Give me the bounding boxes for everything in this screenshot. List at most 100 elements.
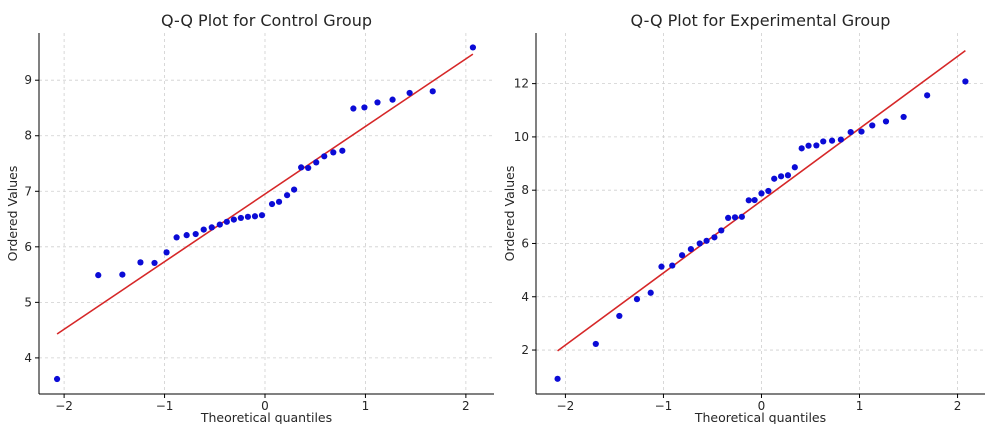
chart-1-point-30	[361, 104, 368, 111]
chart-1-point-20	[275, 198, 283, 205]
chart-1-point-18	[258, 212, 266, 219]
chart-1-point-2	[95, 272, 102, 279]
chart-1-point-7	[173, 234, 180, 241]
chart-1-x-axis-title: Theoretical quantiles	[200, 410, 332, 424]
chart-2-point-6	[658, 263, 665, 270]
chart-1-fit-line	[56, 53, 474, 335]
chart-2-point-15	[731, 214, 739, 221]
chart-2-point-27	[813, 142, 820, 149]
chart-1-y-tick-label-1: 4	[24, 351, 32, 365]
chart-2-point-23	[784, 172, 792, 179]
chart-1-title: Q-Q Plot for Control Group	[161, 11, 372, 30]
chart-2-y-tick-label-1: 2	[521, 343, 529, 357]
chart-1-point-12	[216, 221, 223, 228]
chart-2-point-32	[858, 128, 865, 135]
chart-2-x-tick-label-3: 0	[758, 399, 766, 413]
chart-2-point-17	[745, 197, 752, 204]
chart-2-point-34	[882, 118, 890, 125]
chart-2-point-8	[678, 252, 686, 259]
chart-1-point-29	[350, 105, 357, 112]
chart-1-x-tick-label-5: 2	[462, 399, 470, 413]
chart-1-point-34	[429, 88, 436, 95]
chart-2-point-18	[751, 196, 758, 204]
chart-1-point-16	[244, 213, 252, 220]
chart-2-point-33	[869, 122, 876, 129]
chart-2-point-5	[647, 289, 654, 296]
chart-2-y-axis-title: Ordered Values	[502, 166, 517, 262]
chart-2-point-13	[718, 227, 725, 234]
chart-1-point-5	[151, 259, 158, 267]
chart-1-point-35	[469, 44, 477, 51]
chart-1-point-15	[237, 214, 244, 222]
chart-2-point-25	[798, 145, 805, 152]
chart-2-y-tick-label-2: 4	[521, 290, 529, 304]
chart-1-y-tick-label-4: 7	[24, 184, 32, 198]
chart-1-point-6	[163, 249, 170, 256]
chart-2-point-9	[687, 245, 694, 253]
chart-2-x-axis-title: Theoretical quantiles	[694, 410, 826, 424]
chart-2-point-20	[765, 187, 772, 195]
chart-2-fit-line	[557, 49, 966, 352]
chart-2-point-10	[696, 240, 703, 247]
chart-1-y-tick-label-6: 9	[24, 73, 32, 87]
chart-2-point-2	[592, 340, 599, 348]
chart-1-point-11	[208, 224, 215, 231]
chart-2-point-7	[669, 262, 676, 269]
chart-2-x-tick-label-5: 2	[954, 399, 962, 413]
chart-1-y-tick-label-5: 8	[24, 129, 32, 143]
chart-1-x-tick-label-1: −2	[55, 399, 73, 413]
chart-1-x-tick-label-3: 0	[261, 399, 269, 413]
chart-1-y-tick-label-3: 6	[24, 240, 32, 254]
chart-2-y-tick-label-4: 8	[521, 183, 529, 197]
chart-2-point-28	[820, 138, 827, 145]
chart-1-y-axis-title: Ordered Values	[5, 166, 20, 262]
chart-2-point-21	[771, 175, 778, 182]
chart-2-point-22	[777, 173, 785, 180]
chart-2-point-4	[633, 296, 641, 303]
chart-2-point-29	[828, 137, 836, 144]
chart-2-point-1	[554, 375, 561, 382]
chart-1-point-21	[283, 192, 291, 199]
chart-1-point-17	[251, 213, 259, 220]
chart-2-point-19	[758, 190, 765, 197]
chart-2-point-26	[805, 142, 812, 149]
chart-2-point-16	[738, 213, 745, 220]
chart-2-point-36	[924, 92, 931, 99]
chart-1-point-23	[298, 164, 305, 171]
chart-1-point-24	[305, 164, 312, 172]
chart-1-point-4	[137, 259, 144, 266]
chart-2-y-tick-label-6: 12	[514, 77, 529, 91]
chart-2-point-12	[711, 234, 718, 241]
chart-1-x-tick-label-2: −1	[156, 399, 174, 413]
chart-1-y-tick-label-2: 5	[24, 295, 32, 309]
chart-1-point-31	[374, 99, 381, 106]
chart-2-x-tick-label-4: 1	[856, 399, 864, 413]
chart-1-x-tick-label-4: 1	[362, 399, 370, 413]
chart-2-point-3	[616, 312, 623, 320]
chart-1-point-28	[339, 147, 346, 154]
chart-2-x-tick-label-1: −2	[557, 399, 575, 413]
chart-1-point-19	[268, 200, 276, 208]
chart-2-point-11	[703, 237, 710, 244]
chart-2-y-tick-label-3: 6	[521, 236, 529, 250]
chart-1-point-3	[119, 271, 126, 278]
chart-1-point-14	[230, 216, 237, 223]
chart-1: −2 −1 0 1 2 4 5 6 7 8 9 Q-Q Plot for Control Group T…	[5, 11, 494, 425]
chart-1-point-8	[183, 232, 190, 239]
chart-2-point-37	[962, 78, 969, 85]
chart-2-point-30	[837, 136, 844, 143]
chart-2-point-35	[900, 113, 907, 121]
chart-1-point-33	[406, 89, 413, 97]
chart-1-point-22	[291, 186, 298, 193]
chart-2-point-24	[791, 164, 798, 171]
chart-1-point-25	[313, 159, 320, 166]
chart-1-point-27	[330, 149, 337, 156]
chart-2-point-14	[725, 214, 732, 221]
chart-2-point-31	[847, 129, 854, 136]
chart-2-y-tick-label-5: 10	[514, 130, 529, 144]
chart-2-title: Q-Q Plot for Experimental Group	[631, 11, 891, 30]
chart-1-point-26	[321, 153, 328, 160]
